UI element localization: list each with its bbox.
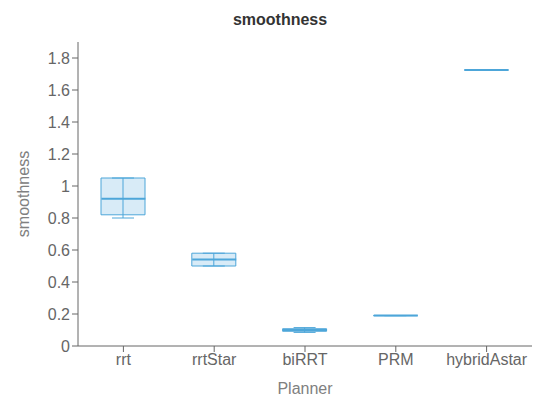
svg-text:0: 0 [61,338,70,355]
svg-text:0.6: 0.6 [48,242,70,259]
svg-text:rrtStar: rrtStar [192,351,237,368]
svg-text:1.4: 1.4 [48,114,70,131]
svg-text:1.6: 1.6 [48,82,70,99]
html-text:smoothness: smoothness [232,11,328,28]
svg-text:biRRT: biRRT [282,351,327,368]
svg-text:0.4: 0.4 [48,274,70,291]
svg-text:PRM: PRM [378,351,414,368]
svg-text:hybridAstar: hybridAstar [446,351,528,368]
svg-text:1.8: 1.8 [48,50,70,67]
svg-text:1: 1 [61,178,70,195]
svg-text:1.2: 1.2 [48,146,70,163]
svg-text:smoothness: smoothness [15,151,32,237]
svg-text:rrt: rrt [116,351,132,368]
svg-text:0.2: 0.2 [48,306,70,323]
svg-text:Planner: Planner [277,380,333,397]
svg-text:0.8: 0.8 [48,210,70,227]
